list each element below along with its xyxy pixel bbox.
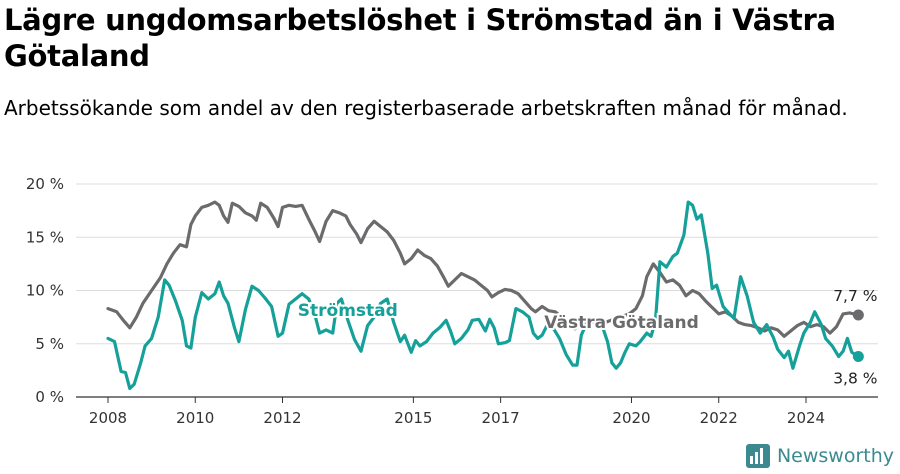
y-tick-label: 15 % — [26, 228, 64, 246]
series-line-vastra-gotaland — [106, 200, 860, 338]
y-axis-ticks: 0 % 5 % 10 % 15 % 20 % — [26, 175, 64, 406]
series-line-stromstad — [106, 200, 860, 391]
x-tick-label: 2010 — [176, 409, 214, 427]
x-tick-label: 2020 — [612, 409, 650, 427]
brand-name: Newsworthy — [776, 445, 894, 467]
series-label-stromstad: Strömstad — [298, 301, 398, 321]
chart-title: Lägre ungdomsarbetslöshet i Strömstad än… — [4, 3, 836, 73]
x-tick-label: 2017 — [482, 409, 520, 427]
brand-logo: Newsworthy — [745, 443, 894, 469]
x-tick-label: 2012 — [263, 409, 301, 427]
series-labels: Västra Götaland 7,7 % Strömstad 3,8 % — [296, 287, 878, 388]
x-tick-label: 2024 — [787, 409, 825, 427]
x-tick-label: 2008 — [89, 409, 127, 427]
chart-subtitle: Arbetssökande som andel av den registerb… — [4, 96, 848, 120]
y-tick-label: 20 % — [26, 175, 64, 193]
end-point-stromstad — [852, 351, 864, 363]
x-tick-label: 2022 — [700, 409, 738, 427]
end-value-label-vastra-gotaland: 7,7 % — [833, 287, 877, 305]
newsworthy-logo-icon — [745, 444, 770, 468]
x-axis-ticks: 2008 2010 2012 2015 2017 2020 2022 2024 — [89, 397, 825, 427]
series-label-vastra-gotaland: Västra Götaland — [544, 313, 699, 333]
series — [106, 200, 864, 391]
y-tick-label: 10 % — [26, 282, 64, 300]
end-value-label-stromstad: 3,8 % — [833, 370, 877, 388]
y-tick-label: 5 % — [35, 335, 64, 353]
x-tick-label: 2015 — [394, 409, 432, 427]
y-tick-label: 0 % — [35, 388, 64, 406]
end-point-vastra-gotaland — [852, 309, 864, 321]
